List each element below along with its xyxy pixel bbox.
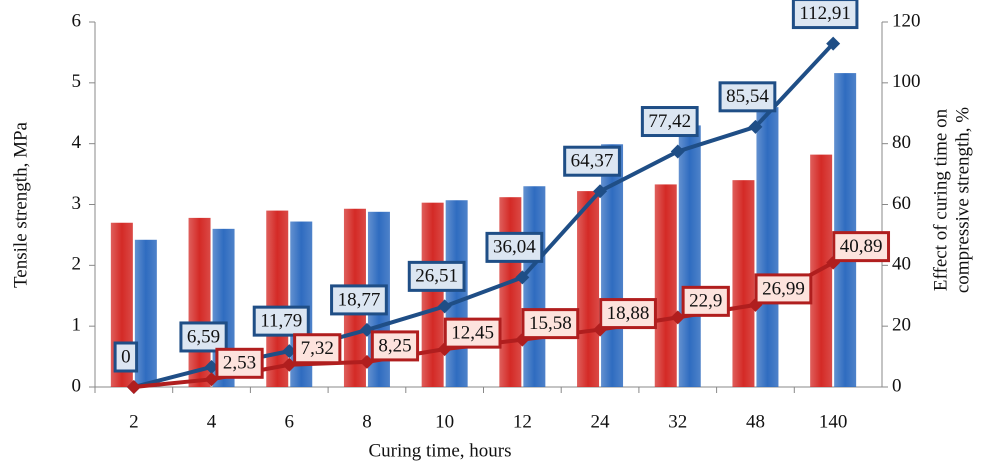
x-tick-label: 2 [129, 411, 139, 432]
label-box [832, 231, 891, 263]
label-box [370, 330, 420, 362]
marker [282, 357, 297, 372]
x-tick-label: 8 [362, 411, 372, 432]
bar [421, 202, 444, 387]
label-box [718, 81, 777, 113]
label-box [215, 347, 264, 379]
y-tick-label: 4 [72, 132, 82, 153]
label-box [791, 0, 859, 30]
bar [266, 210, 289, 387]
label-box [179, 321, 228, 353]
bar [445, 200, 468, 387]
label-box [407, 260, 466, 292]
y2-axis-title: compressive strength, % [952, 107, 973, 293]
x-tick-label: 48 [746, 411, 765, 432]
x-tick-label: 6 [285, 411, 295, 432]
label-box [563, 145, 621, 177]
label-box [485, 231, 544, 263]
label-box [599, 298, 657, 330]
data-label: 85,54 [726, 86, 769, 107]
marker [437, 299, 452, 314]
bar [577, 191, 600, 387]
y2-tick-label: 40 [892, 254, 911, 275]
label-box [640, 106, 699, 138]
bar [834, 73, 857, 387]
bar [134, 239, 157, 387]
data-label: 26,99 [762, 278, 805, 299]
x-tick-label: 4 [207, 411, 217, 432]
x-tick-label: 10 [435, 411, 454, 432]
x-tick-label: 140 [819, 411, 848, 432]
data-label: 77,42 [648, 111, 691, 132]
bar [188, 217, 211, 387]
x-tick-label: 32 [668, 411, 687, 432]
marker [515, 270, 530, 285]
marker [126, 380, 141, 394]
data-label: 18,88 [607, 303, 650, 324]
y2-tick-label: 20 [892, 315, 911, 336]
data-label: 2,53 [223, 353, 256, 374]
label-box [521, 308, 580, 340]
data-label: 0 [121, 346, 131, 367]
label-box [681, 285, 730, 317]
marker [204, 372, 219, 387]
x-tick-label: 24 [591, 411, 611, 432]
label-box [252, 305, 310, 337]
bar [523, 186, 546, 387]
data-label: 40,89 [840, 236, 883, 257]
marker [670, 144, 685, 159]
bar [732, 180, 755, 387]
marker [282, 344, 297, 359]
y2-tick-label: 60 [892, 193, 911, 214]
y-tick-label: 5 [72, 71, 82, 92]
y-tick-label: 2 [72, 254, 82, 275]
bar [678, 125, 701, 388]
y-tick-label: 1 [72, 315, 82, 336]
data-label: 64,37 [571, 151, 614, 172]
y2-tick-label: 100 [892, 71, 921, 92]
data-label: 36,04 [493, 237, 536, 258]
marker [748, 119, 763, 134]
marker [826, 36, 841, 51]
y2-tick-label: 120 [892, 10, 921, 31]
y-tick-label: 6 [72, 10, 82, 31]
label-box [113, 341, 139, 373]
data-label: 15,58 [529, 313, 572, 334]
y-tick-label: 3 [72, 193, 82, 214]
marker [670, 310, 685, 325]
bar [499, 197, 522, 387]
y-axis-title: Tensile strength, MPa [10, 121, 31, 288]
label-box [293, 333, 342, 365]
x-tick-label: 12 [513, 411, 532, 432]
marker [359, 322, 374, 337]
data-label: 18,77 [338, 289, 381, 310]
y2-axis-title: Effect of curing time on [930, 108, 951, 291]
bar [654, 184, 677, 387]
data-label: 12,45 [451, 322, 494, 343]
marker [204, 359, 219, 374]
label-box [330, 284, 388, 316]
marker [593, 184, 608, 199]
data-label: 22,9 [689, 291, 722, 312]
data-label: 6,59 [187, 326, 220, 347]
data-label: 7,32 [301, 338, 334, 359]
data-label: 26,51 [415, 266, 458, 287]
label-box [443, 317, 502, 349]
label-box [754, 273, 813, 305]
x-axis-title: Curing time, hours [368, 440, 511, 461]
bar [756, 107, 779, 388]
data-label: 112,91 [799, 3, 851, 24]
data-label: 8,25 [378, 335, 411, 356]
y2-tick-label: 80 [892, 132, 911, 153]
data-label: 11,79 [260, 310, 302, 331]
y-tick-label: 0 [72, 375, 82, 396]
marker [359, 354, 374, 369]
y2-tick-label: 0 [892, 375, 902, 396]
